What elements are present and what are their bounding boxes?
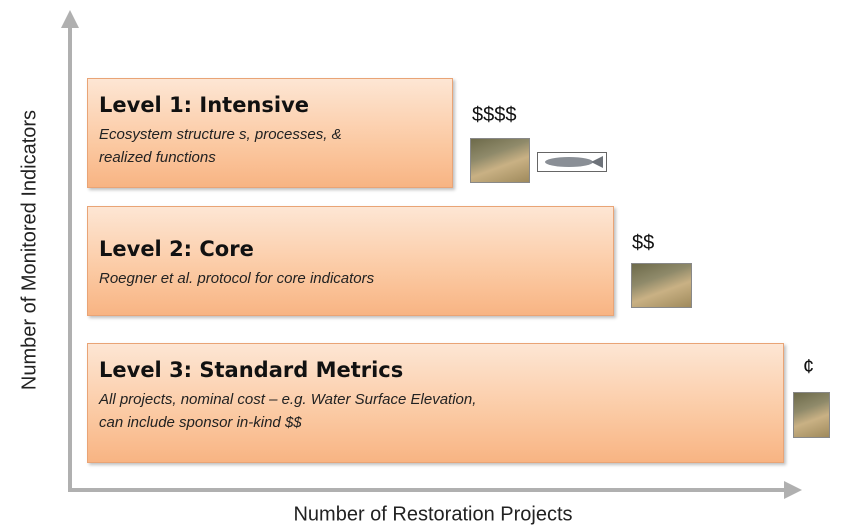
- level-title: Level 2: Core: [99, 237, 613, 261]
- cost-label: $$: [632, 232, 654, 255]
- level-description: Ecosystem structure s, processes, &reali…: [99, 123, 452, 169]
- x-axis-label: Number of Restoration Projects: [293, 504, 572, 527]
- x-arrow: [784, 481, 802, 499]
- description-line: Ecosystem structure s, processes, &: [99, 123, 452, 146]
- description-line: can include sponsor in-kind $$: [99, 411, 783, 434]
- y-arrow: [61, 10, 79, 28]
- photo: [470, 138, 530, 183]
- level-title: Level 3: Standard Metrics: [99, 358, 783, 382]
- photo: [631, 263, 692, 308]
- description-line: All projects, nominal cost – e.g. Water …: [99, 388, 783, 411]
- level-box: Level 3: Standard Metrics All projects, …: [87, 343, 784, 463]
- fish-image: [537, 152, 607, 172]
- description-line: realized functions: [99, 146, 452, 169]
- photo: [793, 392, 830, 438]
- page: Number of Monitored Indicators Number of…: [0, 0, 843, 529]
- level-title: Level 1: Intensive: [99, 93, 452, 117]
- cost-label: $$$$: [472, 104, 517, 127]
- level-box: Level 1: Intensive Ecosystem structure s…: [87, 78, 453, 188]
- level-description: Roegner et al. protocol for core indicat…: [99, 267, 613, 290]
- level-box: Level 2: Core Roegner et al. protocol fo…: [87, 206, 614, 316]
- level-description: All projects, nominal cost – e.g. Water …: [99, 388, 783, 434]
- description-line: Roegner et al. protocol for core indicat…: [99, 267, 613, 290]
- y-axis-label: Number of Monitored Indicators: [19, 110, 42, 390]
- cost-label: ¢: [803, 356, 814, 379]
